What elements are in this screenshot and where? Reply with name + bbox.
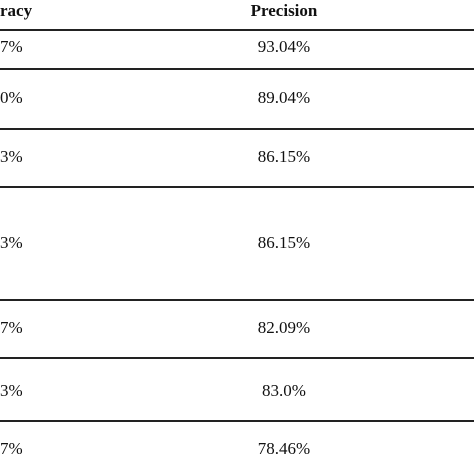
accuracy-cell: 7%	[0, 439, 23, 458]
row-divider	[0, 357, 474, 359]
header-cell-precision: Precision	[250, 1, 318, 20]
precision-cell: 89.04%	[257, 88, 311, 107]
precision-cell: 93.04%	[257, 37, 311, 56]
precision-cell: 86.15%	[257, 233, 311, 252]
accuracy-cell: 3%	[0, 381, 23, 400]
accuracy-cell: 3%	[0, 147, 23, 166]
row-divider	[0, 420, 474, 422]
precision-cell: 82.09%	[257, 318, 311, 337]
row-divider	[0, 186, 474, 188]
precision-cell: 83.0%	[262, 381, 306, 400]
row-divider	[0, 68, 474, 70]
precision-cell: 78.46%	[257, 439, 311, 458]
header-rule	[0, 29, 474, 31]
row-divider	[0, 299, 474, 301]
accuracy-cell: 3%	[0, 233, 23, 252]
accuracy-cell: 0%	[0, 88, 23, 107]
header-cell-accuracy: racy	[0, 1, 33, 20]
accuracy-cell: 7%	[0, 318, 23, 337]
accuracy-cell: 7%	[0, 37, 23, 56]
precision-cell: 86.15%	[257, 147, 311, 166]
row-divider	[0, 128, 474, 130]
